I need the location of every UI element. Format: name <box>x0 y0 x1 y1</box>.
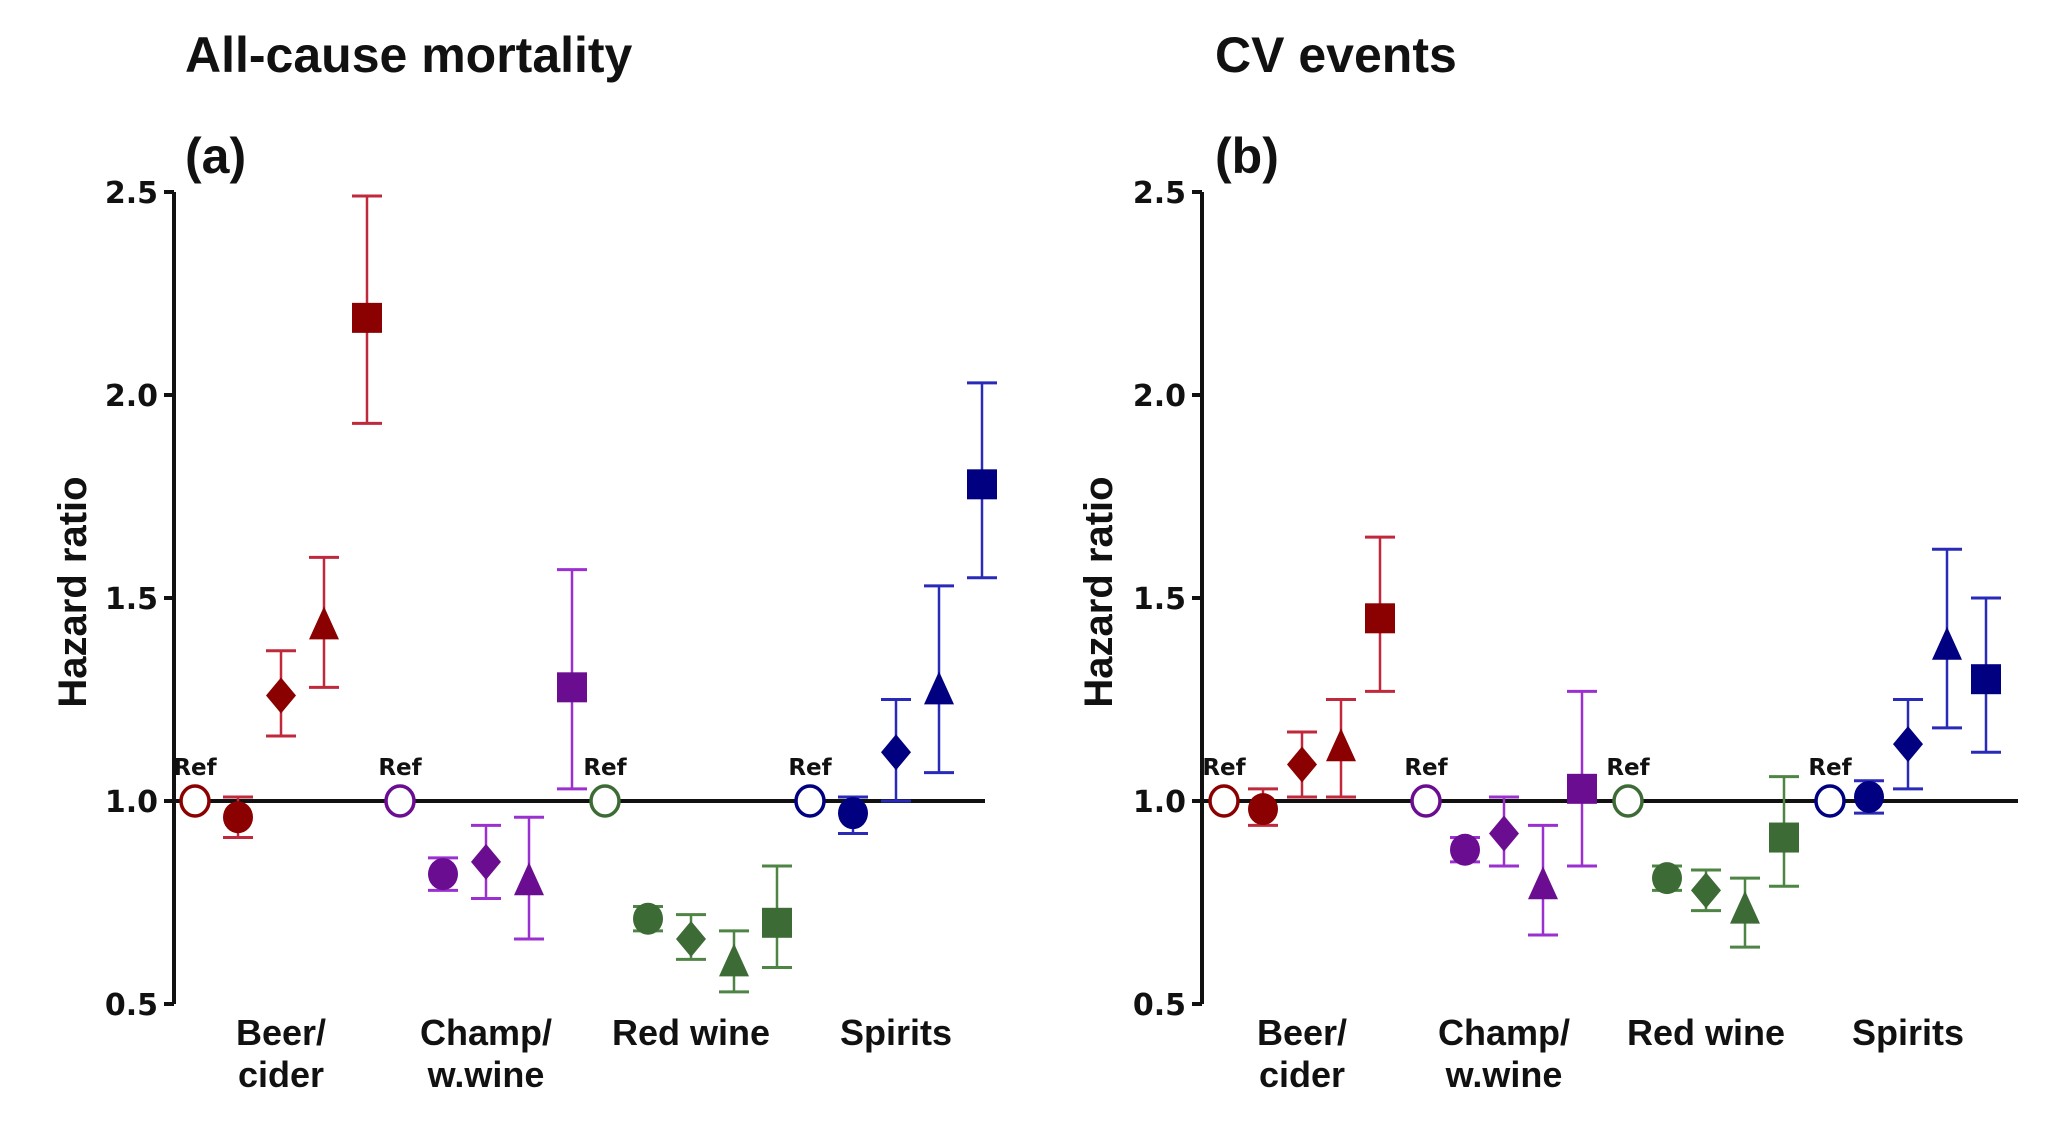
reference-marker <box>1612 784 1644 818</box>
triangle-marker <box>1528 866 1558 900</box>
x-category-label: Champ/ <box>1438 1012 1570 1053</box>
chart-title: All-cause mortality <box>185 27 633 83</box>
panel-all-cause-mortality: All-cause mortality (a) Hazard ratio 0.5… <box>51 27 997 1095</box>
triangle-marker <box>924 671 954 705</box>
diamond-marker <box>1691 872 1721 909</box>
x-category-label: w.wine <box>427 1054 545 1095</box>
y-tick-label: 2.0 <box>1133 379 1186 414</box>
circle-marker <box>1854 780 1884 813</box>
ref-label: Ref <box>378 755 422 781</box>
reference-marker <box>1814 784 1846 818</box>
square-marker <box>1769 822 1799 853</box>
circle-marker <box>1652 862 1682 895</box>
x-category-label: Spirits <box>1852 1012 1964 1053</box>
diamond-marker <box>881 734 911 771</box>
y-axis-label: Hazard ratio <box>1077 476 1121 707</box>
y-tick-label: 2.5 <box>105 176 158 211</box>
circle-marker <box>633 902 663 935</box>
reference-marker <box>179 784 211 818</box>
x-category-label: w.wine <box>1445 1054 1563 1095</box>
x-category-label: cider <box>238 1054 324 1095</box>
circle-marker <box>223 801 253 834</box>
x-category-label: Beer/ <box>1257 1012 1347 1053</box>
diamond-marker <box>1893 726 1923 763</box>
ref-label: Ref <box>788 755 832 781</box>
chart-title: CV events <box>1215 27 1457 83</box>
square-marker <box>1971 664 2001 695</box>
panel-label: (b) <box>1215 128 1279 184</box>
ref-label: Ref <box>1202 755 1246 781</box>
square-marker <box>1567 773 1597 804</box>
y-tick-label: 1.5 <box>1133 582 1186 617</box>
triangle-marker <box>309 606 339 640</box>
reference-marker <box>1410 784 1442 818</box>
reference-marker <box>589 784 621 818</box>
diamond-marker <box>1489 815 1519 852</box>
circle-marker <box>428 858 458 891</box>
triangle-marker <box>1932 626 1962 660</box>
reference-marker <box>384 784 416 818</box>
x-category-label: Spirits <box>840 1012 952 1053</box>
ref-label: Ref <box>1606 755 1650 781</box>
triangle-marker <box>514 862 544 896</box>
ref-label: Ref <box>1404 755 1448 781</box>
circle-marker <box>1450 833 1480 866</box>
square-marker <box>967 469 997 500</box>
circle-marker <box>838 797 868 830</box>
square-marker <box>1365 603 1395 634</box>
square-marker <box>762 907 792 938</box>
diamond-marker <box>1287 746 1317 783</box>
x-category-label: Red wine <box>1627 1012 1785 1053</box>
ref-label: Ref <box>173 755 217 781</box>
y-tick-label: 1.0 <box>105 785 158 820</box>
panel-label: (a) <box>185 128 246 184</box>
square-marker <box>557 672 587 703</box>
ref-label: Ref <box>1808 755 1852 781</box>
x-category-label: Red wine <box>612 1012 770 1053</box>
x-category-label: Beer/ <box>236 1012 326 1053</box>
y-tick-label: 2.0 <box>105 379 158 414</box>
diamond-marker <box>471 843 501 880</box>
triangle-marker <box>1326 728 1356 762</box>
x-category-label: cider <box>1259 1054 1345 1095</box>
reference-marker <box>1208 784 1240 818</box>
triangle-marker <box>719 943 749 977</box>
diamond-marker <box>676 921 706 958</box>
reference-marker <box>794 784 826 818</box>
y-axis-label: Hazard ratio <box>51 476 95 707</box>
y-tick-label: 0.5 <box>1133 988 1186 1023</box>
triangle-marker <box>1730 890 1760 924</box>
diamond-marker <box>266 677 296 714</box>
square-marker <box>352 302 382 333</box>
y-tick-label: 2.5 <box>1133 176 1186 211</box>
panel-cv-events: CV events (b) Hazard ratio 0.5 1.0 1.5 2.0 2… <box>1077 27 2018 1095</box>
x-category-label: Champ/ <box>420 1012 552 1053</box>
y-tick-label: 0.5 <box>105 988 158 1023</box>
circle-marker <box>1248 793 1278 826</box>
y-tick-label: 1.5 <box>105 582 158 617</box>
ref-label: Ref <box>583 755 627 781</box>
y-tick-label: 1.0 <box>1133 785 1186 820</box>
